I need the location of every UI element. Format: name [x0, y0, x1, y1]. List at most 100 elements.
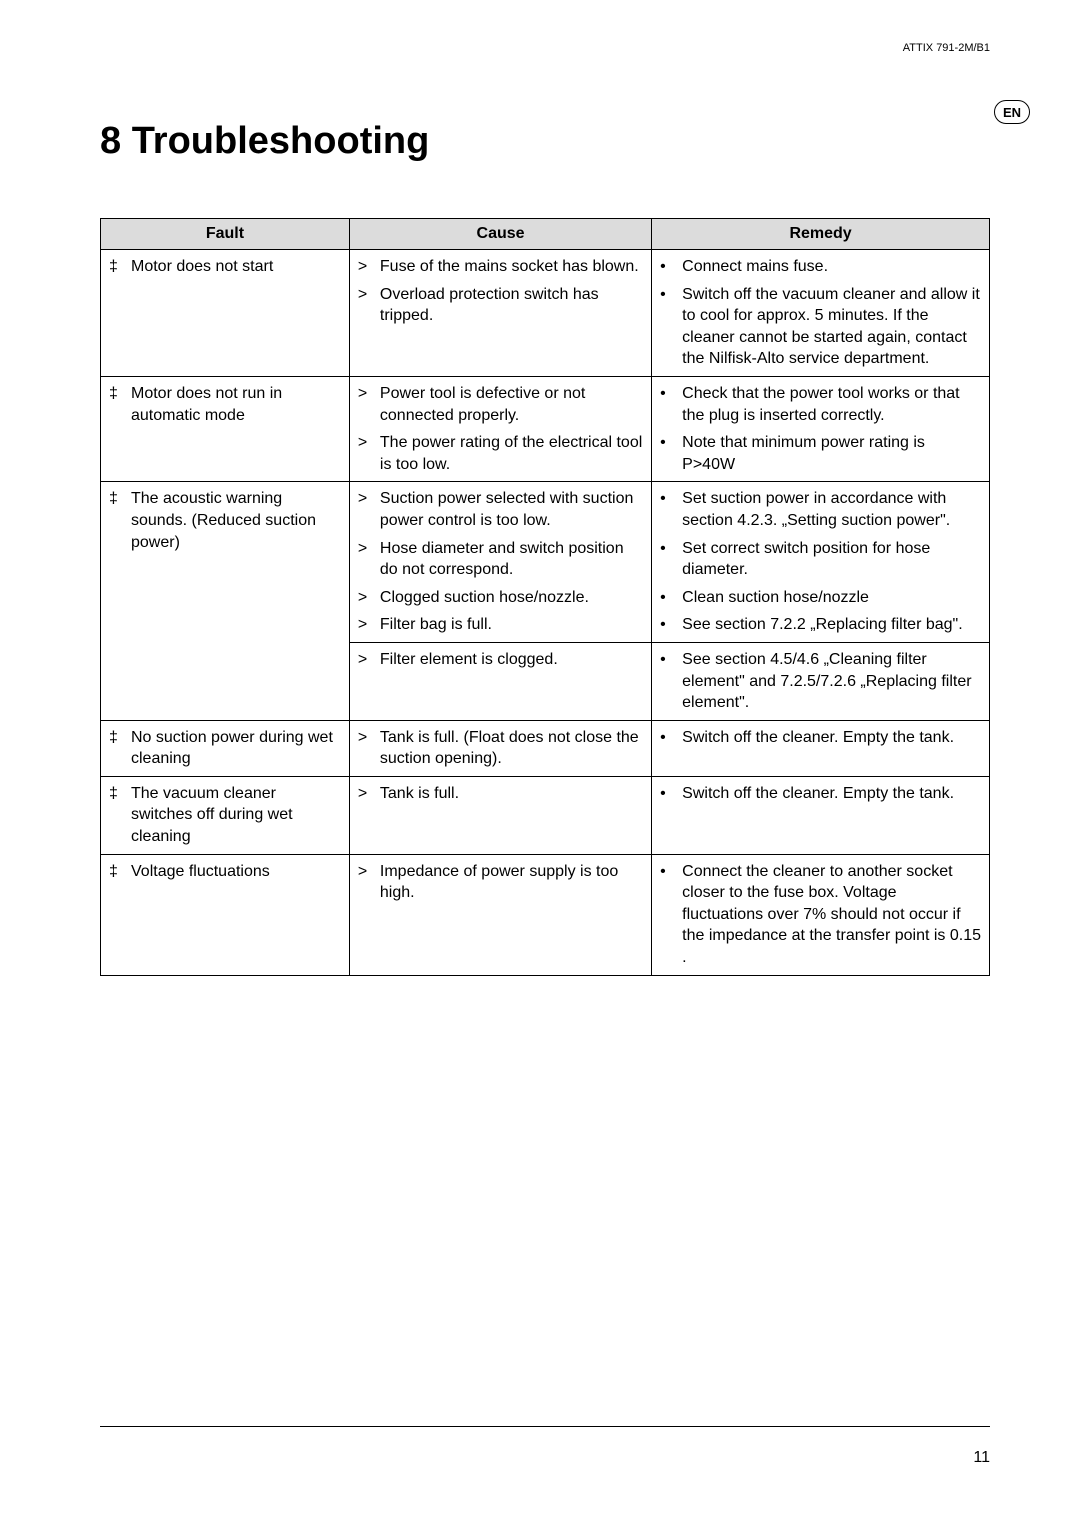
list-item: ‡No suction power during wet cleaning [109, 727, 341, 770]
list-item: •Connect the cleaner to another socket c… [660, 861, 981, 969]
header-fault: Fault [101, 219, 350, 250]
header-model: ATTIX 791-2M/B1 [903, 42, 990, 54]
list-item: • Clean suction hose/nozzle [660, 587, 981, 609]
item-marker: • [660, 284, 674, 370]
section-title: 8 Troubleshooting [100, 120, 990, 163]
list-item: >Suction power selected with suction pow… [358, 488, 643, 531]
fault-cell: ‡ Voltage fluctuations [101, 854, 350, 975]
item-text: Switch off the vacuum cleaner and allow … [682, 284, 981, 370]
item-text: Tank is full. (Float does not close the … [380, 727, 643, 770]
list-item: >Overload protection switch has tripped. [358, 284, 643, 327]
table-row: ‡ Voltage fluctuations >Impedance of power… [101, 854, 990, 975]
item-marker: > [358, 488, 372, 531]
item-marker: ‡ [109, 488, 123, 553]
item-marker: > [358, 284, 372, 327]
item-marker: • [660, 538, 674, 581]
list-item: >Clogged suction hose/nozzle. [358, 587, 643, 609]
list-item: ‡The acoustic warning sounds. (Reduced s… [109, 488, 341, 553]
item-marker: ‡ [109, 783, 123, 848]
item-text: Motor does not start [131, 256, 341, 278]
item-text: See section 7.2.2 „Replacing filter bag"… [682, 614, 981, 636]
list-item: •Set suction power in accordance with se… [660, 488, 981, 531]
item-text: The power rating of the electrical tool … [380, 432, 643, 475]
fault-cell: ‡No suction power during wet cleaning [101, 720, 350, 776]
item-marker: > [358, 538, 372, 581]
header-remedy: Remedy [652, 219, 990, 250]
list-item: >Hose diameter and switch position do no… [358, 538, 643, 581]
list-item: • Switch off the cleaner. Empty the tank. [660, 727, 981, 749]
item-marker: ‡ [109, 861, 123, 883]
item-text: Suction power selected with suction powe… [380, 488, 643, 531]
item-text: Note that minimum power rating is P>40W [682, 432, 981, 475]
language-badge: EN [994, 100, 1030, 124]
table-row: ‡No suction power during wet cleaning>Ta… [101, 720, 990, 776]
remedy-cell: •Connect mains fuse.•Switch off the vacu… [652, 250, 990, 377]
list-item: •Set correct switch position for hose di… [660, 538, 981, 581]
list-item: • See section 7.2.2 „Replacing filter bag… [660, 614, 981, 636]
table-row: ‡The vacuum cleaner switches off during … [101, 776, 990, 854]
item-marker: > [358, 432, 372, 475]
item-marker: • [660, 783, 674, 805]
item-marker: > [358, 256, 372, 278]
item-marker: • [660, 587, 674, 609]
item-text: Hose diameter and switch position do not… [380, 538, 643, 581]
cause-cell: >Tank is full. (Float does not close the… [349, 720, 651, 776]
item-marker: • [660, 256, 674, 278]
remedy-cell: •Set suction power in accordance with se… [652, 482, 990, 643]
fault-cell: ‡The acoustic warning sounds. (Reduced s… [101, 482, 350, 720]
list-item: •See section 4.5/4.6 „Cleaning filter el… [660, 649, 981, 714]
remedy-cell: • Switch off the cleaner. Empty the tank. [652, 720, 990, 776]
item-text: Tank is full. [380, 783, 643, 805]
list-item: > Tank is full. [358, 783, 643, 805]
item-text: Impedance of power supply is too high. [380, 861, 643, 904]
item-marker: > [358, 783, 372, 805]
item-marker: • [660, 432, 674, 475]
item-text: Filter element is clogged. [380, 649, 643, 671]
cause-cell: >Suction power selected with suction pow… [349, 482, 651, 643]
remedy-cell: •Check that the power tool works or that… [652, 376, 990, 481]
item-text: Overload protection switch has tripped. [380, 284, 643, 327]
table-row: ‡Motor does not run in automatic mode>Po… [101, 376, 990, 481]
list-item: >Impedance of power supply is too high. [358, 861, 643, 904]
list-item: >The power rating of the electrical tool… [358, 432, 643, 475]
list-item: > Filter element is clogged. [358, 649, 643, 671]
table-row: ‡The acoustic warning sounds. (Reduced s… [101, 482, 990, 643]
item-marker: • [660, 649, 674, 714]
item-text: Switch off the cleaner. Empty the tank. [682, 727, 981, 749]
item-text: The vacuum cleaner switches off during w… [131, 783, 341, 848]
item-marker: • [660, 727, 674, 749]
remedy-cell: •Connect the cleaner to another socket c… [652, 854, 990, 975]
page-number: 11 [973, 1449, 990, 1467]
cause-cell: >Fuse of the mains socket has blown.>Ove… [349, 250, 651, 377]
item-text: See section 4.5/4.6 „Cleaning filter ele… [682, 649, 981, 714]
item-marker: • [660, 861, 674, 969]
item-marker: • [660, 614, 674, 636]
list-item: •Switch off the cleaner. Empty the tank. [660, 783, 981, 805]
item-text: Set suction power in accordance with sec… [682, 488, 981, 531]
item-marker: > [358, 383, 372, 426]
item-marker: > [358, 614, 372, 636]
item-text: Connect the cleaner to another socket cl… [682, 861, 981, 969]
list-item: ‡ Voltage fluctuations [109, 861, 341, 883]
item-text: Clean suction hose/nozzle [682, 587, 981, 609]
cause-cell: >Power tool is defective or not connecte… [349, 376, 651, 481]
item-marker: ‡ [109, 256, 123, 278]
list-item: > Fuse of the mains socket has blown. [358, 256, 643, 278]
cause-cell: > Filter element is clogged. [349, 642, 651, 720]
list-item: ‡Motor does not run in automatic mode [109, 383, 341, 426]
table-header-row: Fault Cause Remedy [101, 219, 990, 250]
item-text: Fuse of the mains socket has blown. [380, 256, 643, 278]
list-item: •Check that the power tool works or that… [660, 383, 981, 426]
list-item: ‡The vacuum cleaner switches off during … [109, 783, 341, 848]
item-marker: > [358, 861, 372, 904]
table-row: ‡ Motor does not start > Fuse of the mains … [101, 250, 990, 377]
item-text: Clogged suction hose/nozzle. [380, 587, 643, 609]
item-text: No suction power during wet cleaning [131, 727, 341, 770]
item-text: Voltage fluctuations [131, 861, 341, 883]
list-item: •Connect mains fuse. [660, 256, 981, 278]
item-text: Set correct switch position for hose dia… [682, 538, 981, 581]
list-item: > Filter bag is full. [358, 614, 643, 636]
remedy-cell: •Switch off the cleaner. Empty the tank. [652, 776, 990, 854]
item-marker: > [358, 649, 372, 671]
item-text: Filter bag is full. [380, 614, 643, 636]
